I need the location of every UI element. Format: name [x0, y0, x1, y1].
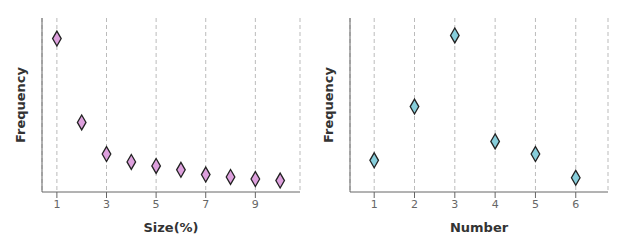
svg-text:Frequency: Frequency	[13, 66, 28, 143]
svg-text:5: 5	[532, 198, 539, 211]
svg-text:3: 3	[451, 198, 458, 211]
svg-text:Number: Number	[450, 220, 509, 235]
svg-text:7: 7	[202, 198, 209, 211]
svg-text:6: 6	[572, 198, 579, 211]
svg-text:1: 1	[371, 198, 378, 211]
svg-text:1: 1	[53, 198, 60, 211]
svg-text:4: 4	[492, 198, 499, 211]
svg-text:3: 3	[103, 198, 110, 211]
svg-text:Frequency: Frequency	[321, 66, 336, 143]
svg-text:9: 9	[252, 198, 259, 211]
svg-text:2: 2	[411, 198, 418, 211]
svg-text:5: 5	[153, 198, 160, 211]
svg-text:Size(%): Size(%)	[143, 220, 198, 235]
